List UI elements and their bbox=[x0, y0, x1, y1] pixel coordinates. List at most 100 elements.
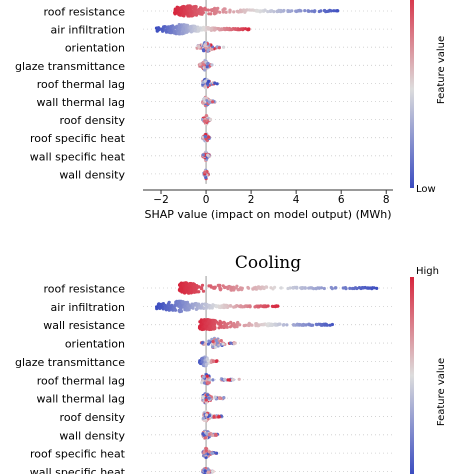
shap-point bbox=[197, 45, 201, 49]
shap-point bbox=[291, 286, 295, 290]
shap-point bbox=[168, 28, 172, 32]
shap-point bbox=[202, 48, 206, 52]
shap-point bbox=[207, 303, 211, 307]
shap-point bbox=[262, 304, 266, 308]
shap-point bbox=[211, 340, 215, 344]
shap-point bbox=[169, 25, 173, 29]
feature-label: air infiltration bbox=[51, 24, 126, 37]
feature-label: wall specific heat bbox=[30, 466, 126, 474]
shap-point bbox=[221, 342, 225, 346]
shap-point bbox=[207, 327, 211, 332]
shap-point bbox=[211, 303, 215, 307]
shap-point bbox=[178, 282, 183, 286]
shap-point bbox=[181, 27, 185, 31]
shap-point bbox=[155, 305, 159, 309]
shap-point bbox=[188, 9, 192, 13]
shap-point bbox=[198, 62, 202, 66]
shap-point bbox=[209, 305, 213, 309]
shap-point bbox=[206, 342, 210, 346]
x-tick-label: −2 bbox=[153, 194, 168, 206]
shap-point bbox=[237, 288, 241, 292]
shap-point bbox=[204, 175, 208, 180]
shap-point bbox=[176, 6, 181, 11]
shap-point bbox=[192, 284, 196, 289]
shap-point bbox=[266, 304, 270, 308]
shap-point bbox=[243, 323, 247, 327]
shap-point bbox=[324, 322, 328, 327]
shap-point bbox=[207, 319, 211, 323]
shap-point bbox=[205, 65, 209, 69]
shap-point bbox=[202, 451, 206, 455]
shap-point bbox=[259, 304, 263, 308]
shap-point bbox=[191, 28, 195, 32]
shap-point bbox=[269, 323, 273, 327]
shap-point bbox=[222, 45, 226, 49]
shap-point bbox=[201, 101, 205, 105]
shap-point bbox=[159, 27, 163, 31]
feature-dots bbox=[201, 446, 219, 460]
shap-point bbox=[204, 114, 208, 118]
shap-point bbox=[236, 321, 240, 325]
shap-point bbox=[200, 302, 204, 306]
shap-point bbox=[214, 338, 218, 342]
shap-point bbox=[228, 378, 232, 382]
shap-point bbox=[185, 281, 189, 286]
shap-point bbox=[156, 26, 161, 30]
shap-point bbox=[309, 286, 313, 290]
shap-point bbox=[269, 9, 273, 13]
feature-dots bbox=[201, 429, 219, 441]
shap-point bbox=[201, 416, 205, 420]
shap-point bbox=[206, 470, 210, 474]
shap-point bbox=[237, 377, 241, 381]
shap-point bbox=[240, 305, 244, 309]
shap-point bbox=[266, 322, 270, 326]
shap-point bbox=[211, 100, 215, 104]
shap-point bbox=[205, 413, 209, 417]
shap-point bbox=[314, 322, 318, 326]
shap-point bbox=[204, 446, 208, 450]
feature-dots bbox=[201, 95, 217, 108]
shap-point bbox=[185, 285, 189, 290]
shap-point bbox=[232, 305, 236, 309]
shap-point bbox=[178, 309, 182, 313]
shap-point bbox=[192, 5, 196, 9]
top-shap-plot: roof resistance air infiltration orientati… bbox=[15, 0, 447, 221]
feature-dots bbox=[177, 281, 379, 295]
feature-dots bbox=[173, 4, 340, 18]
shap-point bbox=[200, 9, 204, 13]
shap-point bbox=[204, 137, 208, 141]
shap-point bbox=[336, 9, 340, 13]
shap-point bbox=[197, 27, 201, 31]
shap-point bbox=[217, 304, 221, 308]
shap-point bbox=[200, 341, 204, 345]
shap-point bbox=[224, 10, 228, 14]
shap-point bbox=[197, 306, 202, 310]
feature-dots bbox=[197, 318, 334, 332]
shap-point bbox=[204, 363, 208, 367]
shap-point bbox=[163, 303, 167, 307]
shap-point bbox=[179, 306, 183, 310]
shap-point bbox=[214, 304, 218, 308]
feature-dots bbox=[195, 40, 226, 53]
shap-point bbox=[213, 285, 217, 289]
shap-point bbox=[231, 378, 235, 382]
shap-point bbox=[204, 418, 208, 422]
shap-point bbox=[261, 9, 265, 13]
shap-point bbox=[201, 432, 205, 436]
shap-point bbox=[189, 291, 193, 295]
feature-dots bbox=[201, 410, 224, 423]
feature-label: glaze transmittance bbox=[15, 60, 125, 73]
shap-point bbox=[203, 436, 207, 440]
colorbar bbox=[410, 277, 414, 474]
shap-point bbox=[228, 304, 233, 308]
shap-point bbox=[176, 300, 180, 304]
shap-point bbox=[203, 342, 207, 346]
shap-point bbox=[208, 324, 212, 328]
shap-point bbox=[222, 8, 226, 12]
shap-point bbox=[161, 307, 165, 311]
shap-point bbox=[173, 308, 178, 312]
shap-point bbox=[264, 285, 268, 289]
shap-point bbox=[329, 285, 333, 290]
shap-point bbox=[215, 320, 219, 324]
